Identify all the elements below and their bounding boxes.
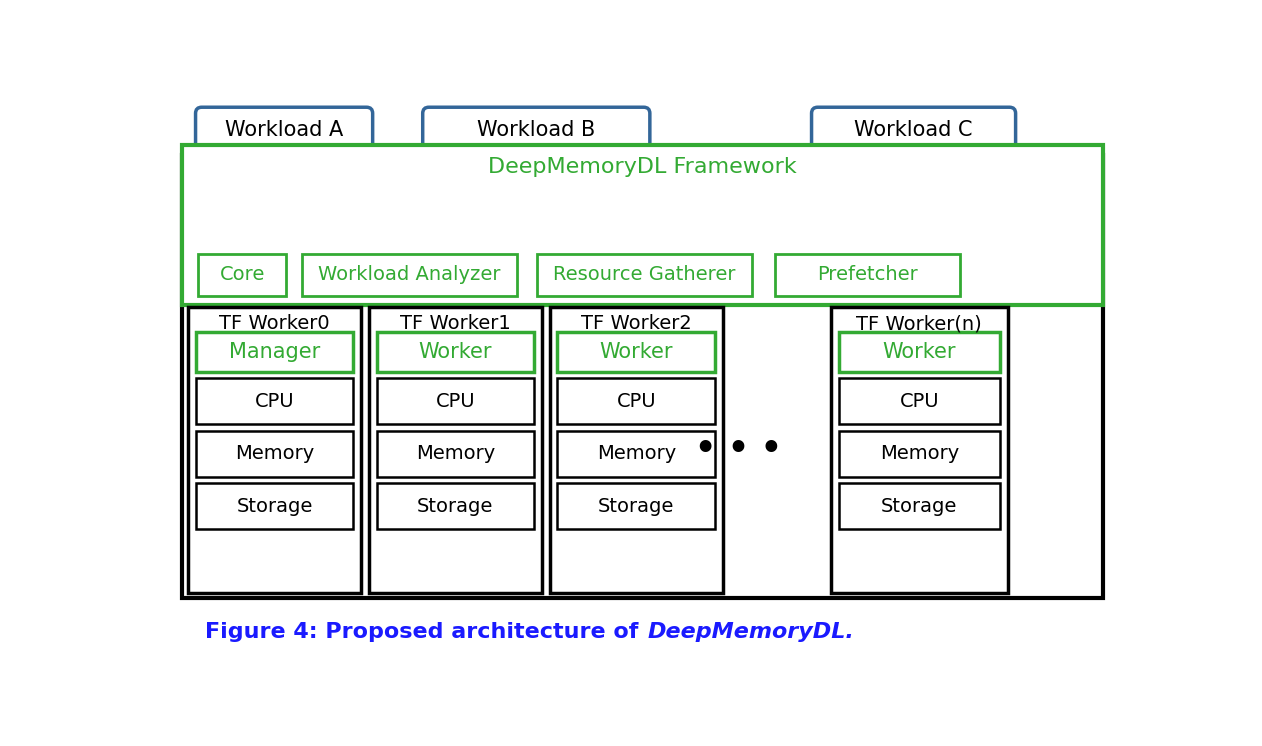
Bar — [558, 332, 716, 372]
Text: Worker: Worker — [419, 342, 492, 362]
FancyBboxPatch shape — [423, 107, 650, 152]
Text: Storage: Storage — [881, 497, 958, 515]
Bar — [536, 254, 752, 296]
Text: Workload Analyzer: Workload Analyzer — [318, 266, 501, 284]
Bar — [196, 378, 353, 424]
Bar — [558, 378, 716, 424]
Text: DeepMemoryDL Framework: DeepMemoryDL Framework — [488, 157, 796, 177]
Text: Memory: Memory — [415, 444, 495, 463]
Bar — [183, 145, 1103, 305]
Text: TF Worker(n): TF Worker(n) — [857, 314, 982, 333]
Bar — [376, 332, 534, 372]
Text: TF Worker0: TF Worker0 — [220, 314, 329, 333]
Text: Worker: Worker — [882, 342, 957, 362]
Bar — [302, 254, 517, 296]
Text: CPU: CPU — [900, 392, 939, 411]
Bar — [376, 430, 534, 477]
Bar — [838, 332, 1001, 372]
Text: DeepMemoryDL.: DeepMemoryDL. — [647, 621, 854, 642]
Text: Memory: Memory — [880, 444, 959, 463]
Text: Storage: Storage — [418, 497, 493, 515]
Text: Storage: Storage — [236, 497, 313, 515]
Bar — [838, 483, 1001, 529]
Bar — [183, 155, 1103, 598]
Text: Workload B: Workload B — [477, 119, 596, 140]
Bar — [775, 254, 960, 296]
Bar — [196, 483, 353, 529]
Text: CPU: CPU — [617, 392, 656, 411]
Text: • • •: • • • — [695, 433, 782, 466]
Text: Figure 4: Proposed architecture of: Figure 4: Proposed architecture of — [204, 621, 646, 642]
Text: Resource Gatherer: Resource Gatherer — [553, 266, 736, 284]
Text: Manager: Manager — [228, 342, 321, 362]
Bar — [550, 307, 723, 593]
Text: TF Worker1: TF Worker1 — [400, 314, 511, 333]
Text: Workload A: Workload A — [225, 119, 343, 140]
Text: Memory: Memory — [597, 444, 676, 463]
Bar — [558, 430, 716, 477]
Bar — [838, 378, 1001, 424]
FancyBboxPatch shape — [811, 107, 1016, 152]
Text: Memory: Memory — [235, 444, 314, 463]
Bar — [838, 430, 1001, 477]
FancyBboxPatch shape — [196, 107, 372, 152]
Text: Prefetcher: Prefetcher — [818, 266, 919, 284]
Text: CPU: CPU — [255, 392, 294, 411]
Bar — [196, 332, 353, 372]
Text: Worker: Worker — [599, 342, 673, 362]
Bar — [558, 483, 716, 529]
Text: Core: Core — [220, 266, 265, 284]
Bar — [376, 483, 534, 529]
Text: CPU: CPU — [435, 392, 476, 411]
Text: TF Worker2: TF Worker2 — [581, 314, 692, 333]
Bar — [196, 430, 353, 477]
Bar — [830, 307, 1008, 593]
Bar — [376, 378, 534, 424]
Text: Storage: Storage — [598, 497, 675, 515]
Bar — [198, 254, 286, 296]
Text: Workload C: Workload C — [854, 119, 973, 140]
Bar — [188, 307, 361, 593]
Bar — [369, 307, 543, 593]
